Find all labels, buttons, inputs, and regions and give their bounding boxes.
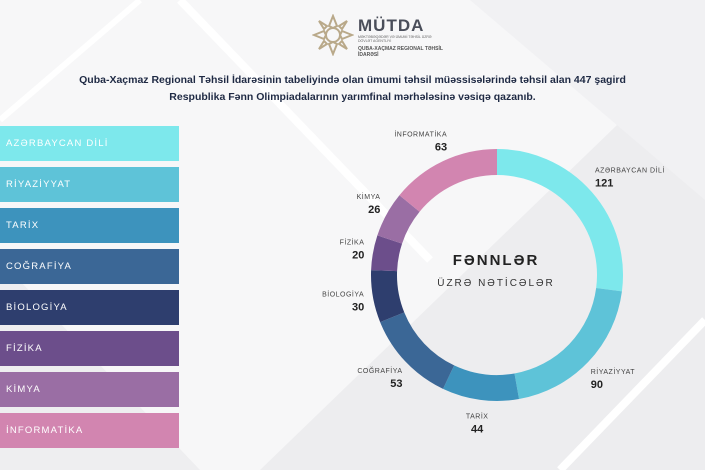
segment-value-label: 121 xyxy=(595,178,613,190)
logo-title: MÜTDA xyxy=(358,16,425,35)
headline-line-2: Respublika Fənn Olimpiadalarının yarımfi… xyxy=(169,91,536,103)
logo-subtitle: MƏKTƏBƏQƏDƏR VƏ ÜMUMİ TƏHSİL ÜZRƏ DÖVLƏT… xyxy=(358,35,432,43)
logo-emblem-icon xyxy=(312,14,354,56)
chart-center-subtitle: ÜZRƏ NƏTİCƏLƏR xyxy=(437,278,555,289)
donut-segment xyxy=(371,270,405,323)
headline: Quba-Xaçmaz Regional Təhsil İdarəsinin t… xyxy=(30,72,675,106)
segment-category-label: KİMYA xyxy=(357,192,381,201)
legend-item: AZƏRBAYCAN DİLİ xyxy=(0,126,179,161)
donut-segment xyxy=(399,149,498,213)
donut-segment xyxy=(380,312,455,389)
segment-value-label: 63 xyxy=(435,141,447,153)
logo: MÜTDA MƏKTƏBƏQƏDƏR VƏ ÜMUMİ TƏHSİL ÜZRƏ … xyxy=(312,14,443,60)
segment-category-label: COĞRAFİYA xyxy=(357,366,402,375)
segment-category-label: TARİX xyxy=(466,412,489,421)
segment-value-label: 30 xyxy=(352,302,364,314)
chart-center-title: FƏNNLƏR xyxy=(452,252,540,269)
legend-item: FİZİKA xyxy=(0,331,179,366)
segment-value-label: 53 xyxy=(390,378,402,390)
legend-item: KİMYA xyxy=(0,372,179,407)
segment-value-label: 90 xyxy=(591,379,603,391)
segment-category-label: AZƏRBAYCAN DİLİ xyxy=(595,166,665,175)
donut-segment xyxy=(377,195,420,244)
legend-item: RİYAZİYYAT xyxy=(0,167,179,202)
segment-category-label: RİYAZİYYAT xyxy=(591,367,636,376)
segment-category-label: FİZİKA xyxy=(340,237,365,246)
segment-value-label: 44 xyxy=(471,424,484,436)
legend-item: TARİX xyxy=(0,208,179,243)
headline-line-1: Quba-Xaçmaz Regional Təhsil İdarəsinin t… xyxy=(79,74,626,86)
logo-region: QUBA-XAÇMAZ REGIONAL TƏHSİL İDARƏSİ xyxy=(358,46,443,58)
segment-value-label: 20 xyxy=(352,249,364,261)
segment-category-label: BİOLOGİYA xyxy=(322,290,364,299)
donut-segment xyxy=(496,149,623,292)
legend-item: İNFORMATİKA xyxy=(0,413,179,448)
segment-value-label: 26 xyxy=(368,204,380,216)
donut-segment xyxy=(443,365,520,401)
donut-segment xyxy=(514,287,622,400)
legend-item: COĞRAFİYA xyxy=(0,249,179,284)
donut-segment xyxy=(371,235,403,272)
legend-item: BİOLOGİYA xyxy=(0,290,179,325)
segment-category-label: İNFORMATİKA xyxy=(394,129,447,138)
